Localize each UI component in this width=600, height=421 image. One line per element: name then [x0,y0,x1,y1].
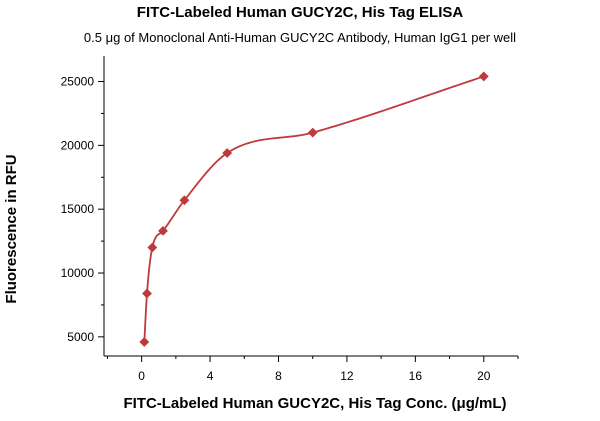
x-tick-label: 20 [477,369,491,383]
x-tick-label: 8 [275,369,282,383]
x-axis-title: FITC-Labeled Human GUCY2C, His Tag Conc.… [123,395,506,412]
chart-subtitle: 0.5 μg of Monoclonal Anti-Human GUCY2C A… [83,30,517,45]
data-point [222,148,233,158]
x-tick-label: 0 [138,369,145,383]
fit-curve [143,75,485,343]
y-tick-label: 5000 [67,330,94,344]
data-point [147,242,158,253]
data-point [307,127,318,138]
x-tick-label: 16 [409,369,423,383]
y-axis-title: Fluorescence in RFU [3,154,20,303]
data-point [139,337,150,347]
data-point [478,71,489,82]
y-tick-label: 25000 [61,75,95,89]
data-point [158,225,168,236]
y-tick-label: 20000 [61,138,95,152]
chart-title: FITC-Labeled Human GUCY2C, His Tag ELISA [136,4,464,21]
y-tick-label: 10000 [61,266,95,280]
data-points-layer [139,71,489,347]
axes: 0 4 8 12 16 20 5000 10000 15000 20000 25000 [61,56,519,383]
fit-curve-layer [143,75,485,343]
data-point [179,195,190,206]
x-tick-label: 4 [207,369,214,383]
x-tick-label: 12 [340,369,354,383]
data-point [142,288,152,299]
y-tick-label: 15000 [61,202,95,216]
